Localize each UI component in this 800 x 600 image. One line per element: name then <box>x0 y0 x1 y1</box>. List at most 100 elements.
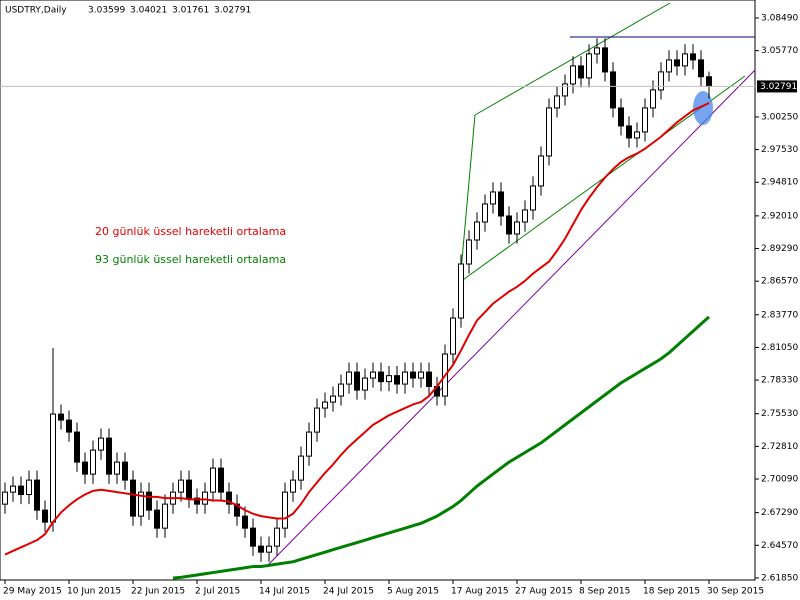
candle-body <box>682 53 688 67</box>
candle-body <box>10 485 16 493</box>
candle-body <box>626 125 632 139</box>
y-tick-label: 2.72810 <box>761 442 798 452</box>
x-tick-label: 10 Jun 2015 <box>67 587 121 597</box>
candle-body <box>522 209 528 223</box>
x-tick-label: 30 Sep 2015 <box>707 587 764 597</box>
candle-body <box>162 503 168 529</box>
y-tick-label: 2.86570 <box>761 277 798 287</box>
candle-body <box>586 53 592 79</box>
y-tick-label: 3.08490 <box>761 14 798 24</box>
y-tick-label: 2.78330 <box>761 376 798 386</box>
ohlc-close: 3.02791 <box>214 6 251 16</box>
candle-body <box>506 215 512 235</box>
x-tick-label: 24 Jul 2015 <box>323 587 374 597</box>
candle-body <box>458 263 464 319</box>
ema93-label: 93 günlük üssel hareketli ortalama <box>95 253 286 266</box>
candle-body <box>130 479 136 517</box>
candle-body <box>154 509 160 529</box>
candle-body <box>34 479 40 511</box>
candle-body <box>106 437 112 475</box>
candle-body <box>274 527 280 547</box>
candle-body <box>570 65 576 85</box>
candle-body <box>594 47 600 55</box>
candle-body <box>138 491 144 517</box>
candle-body <box>66 419 72 433</box>
ohlc-open: 3.03599 <box>88 6 125 16</box>
y-tick-label: 3.00250 <box>761 112 798 122</box>
candle-body <box>610 71 616 109</box>
candle-body <box>418 371 424 379</box>
trend-line <box>267 69 756 566</box>
candle-body <box>50 413 56 523</box>
candle-body <box>122 461 128 481</box>
candle-body <box>554 95 560 109</box>
y-tick-label: 2.67290 <box>761 508 798 518</box>
candle-body <box>514 221 520 235</box>
candle-body <box>402 371 408 385</box>
candle-body <box>194 497 200 505</box>
candle-body <box>562 83 568 97</box>
ema20-label: 20 günlük üssel hareketli ortalama <box>95 225 286 238</box>
candle-body <box>490 191 496 205</box>
candle-body <box>306 431 312 457</box>
candle-body <box>338 383 344 397</box>
candle-body <box>210 467 216 493</box>
y-tick-label: 2.75530 <box>761 409 798 419</box>
y-tick-label: 2.92010 <box>761 211 798 221</box>
candle-body <box>282 491 288 529</box>
candle-body <box>546 107 552 157</box>
candle-body <box>410 371 416 379</box>
candle-body <box>250 527 256 547</box>
highlight-ellipse <box>693 91 713 125</box>
y-tick-label: 2.61850 <box>761 573 798 583</box>
candle-body <box>474 221 480 241</box>
candle-body <box>346 371 352 385</box>
plot-frame <box>0 0 756 581</box>
candle-body <box>394 375 400 385</box>
candle-body <box>90 449 96 475</box>
chart-layer <box>0 38 755 580</box>
candle-body <box>18 485 24 496</box>
candle-body <box>330 395 336 403</box>
candle-body <box>242 515 248 529</box>
candle-body <box>226 491 232 505</box>
ema-line <box>172 315 711 580</box>
x-tick-label: 18 Sep 2015 <box>643 587 700 597</box>
candle-body <box>42 509 48 523</box>
price-box <box>757 80 797 93</box>
candle-body <box>698 59 704 78</box>
candle-body <box>538 155 544 187</box>
candle-body <box>114 461 120 475</box>
candle-body <box>266 545 272 553</box>
candle-body <box>650 89 656 109</box>
candle-body <box>186 479 192 499</box>
candle-body <box>74 431 80 463</box>
candle-body <box>642 107 648 133</box>
candle-body <box>658 71 664 91</box>
y-tick-label: 2.83770 <box>761 310 798 320</box>
x-tick-label: 27 Aug 2015 <box>515 587 573 597</box>
ohlc-high: 3.04021 <box>130 6 167 16</box>
ema-line <box>4 102 710 556</box>
candle-body <box>426 371 432 387</box>
candle-body <box>98 437 104 451</box>
candle-body <box>26 479 32 496</box>
candle-body <box>2 491 8 505</box>
candle-body <box>618 107 624 127</box>
candle-body <box>362 377 368 391</box>
candle-body <box>706 76 712 87</box>
candle-body <box>58 413 64 421</box>
candle-body <box>602 47 608 73</box>
candle-body <box>234 503 240 517</box>
y-tick-label: 2.64570 <box>761 541 798 551</box>
candle-body <box>634 131 640 139</box>
channel-edge <box>459 114 476 283</box>
x-tick-label: 2 Jul 2015 <box>195 587 240 597</box>
ohlc-low: 3.01761 <box>172 6 209 16</box>
x-tick-label: 14 Jul 2015 <box>259 587 310 597</box>
candle-body <box>530 185 536 211</box>
candle-body <box>218 467 224 493</box>
candle-body <box>202 491 208 505</box>
candle-body <box>146 491 152 511</box>
